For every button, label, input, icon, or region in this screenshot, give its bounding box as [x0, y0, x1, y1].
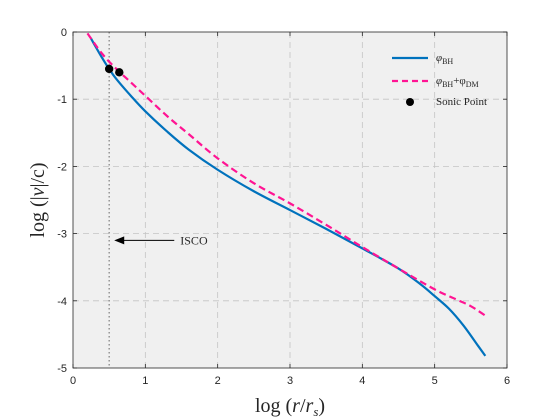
y-tick-label: -5	[57, 363, 67, 375]
x-tick-label: 0	[70, 375, 76, 387]
legend-marker-sonic	[406, 98, 414, 106]
x-tick-label: 1	[142, 375, 148, 387]
y-tick-label: -3	[57, 229, 67, 241]
tick-labels: 0 1 2 3 4 5 6 0 -1 -2 -3 -4 -5	[57, 27, 510, 387]
x-tick-label: 3	[287, 375, 293, 387]
series-line-bh-dm	[86, 32, 486, 317]
y-tick-label: -2	[57, 161, 67, 173]
grid	[73, 32, 507, 368]
y-tick-label: 0	[61, 27, 67, 39]
sonic-points	[104, 64, 124, 77]
x-tick-label: 6	[504, 375, 510, 387]
series-layer	[86, 32, 487, 357]
legend: φBH φBH+φDM Sonic Point	[392, 52, 487, 108]
x-tick-label: 5	[432, 375, 438, 387]
isco-arrowhead	[114, 236, 125, 245]
sonic-point-marker	[115, 68, 124, 77]
y-tick-label: -1	[57, 94, 67, 106]
legend-dm-plus: +φ	[453, 75, 466, 87]
legend-label-dm: φBH+φDM	[436, 75, 479, 89]
sonic-point-marker	[104, 64, 114, 74]
y-tick-label: -4	[57, 296, 67, 308]
legend-bh-base: φ	[436, 52, 442, 64]
legend-dm-sub: BH	[442, 80, 453, 89]
legend-dm-base: φ	[436, 75, 442, 87]
isco-annotation: ISCO	[114, 233, 208, 247]
axis-ticks	[72, 31, 508, 369]
x-tick-label: 4	[359, 375, 365, 387]
legend-label-bh: φBH	[436, 52, 453, 66]
legend-label-sonic: Sonic Point	[436, 96, 487, 108]
series-line-bh	[90, 38, 487, 357]
x-tick-label: 2	[215, 375, 221, 387]
y-axis-label: log(|v|/c)	[27, 162, 49, 237]
legend-bh-sub: BH	[442, 57, 453, 66]
x-axis-label: log (r/rs)	[255, 395, 325, 419]
legend-dm-sub2: DM	[466, 80, 479, 89]
isco-label: ISCO	[180, 233, 208, 247]
